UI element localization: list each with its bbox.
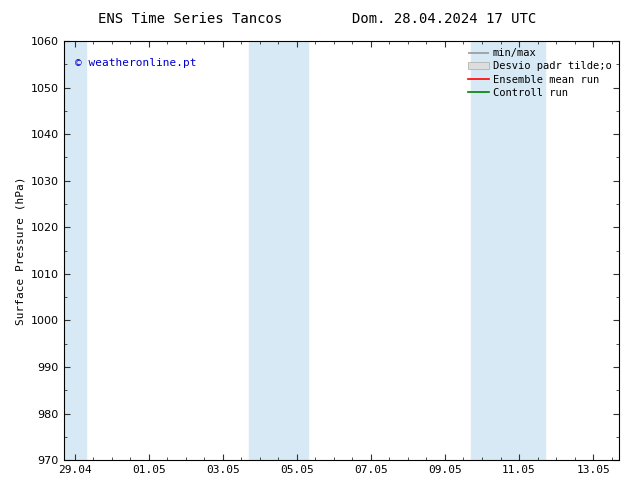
Bar: [471, 41, 545, 460]
Legend: min/max, Desvio padr tilde;o, Ensemble mean run, Controll run: min/max, Desvio padr tilde;o, Ensemble m…: [466, 46, 614, 100]
Y-axis label: Surface Pressure (hPa): Surface Pressure (hPa): [15, 176, 25, 325]
Text: Dom. 28.04.2024 17 UTC: Dom. 28.04.2024 17 UTC: [352, 12, 536, 26]
Text: ENS Time Series Tancos: ENS Time Series Tancos: [98, 12, 282, 26]
Bar: [63, 41, 86, 460]
Bar: [249, 41, 308, 460]
Text: © weatheronline.pt: © weatheronline.pt: [75, 58, 196, 68]
